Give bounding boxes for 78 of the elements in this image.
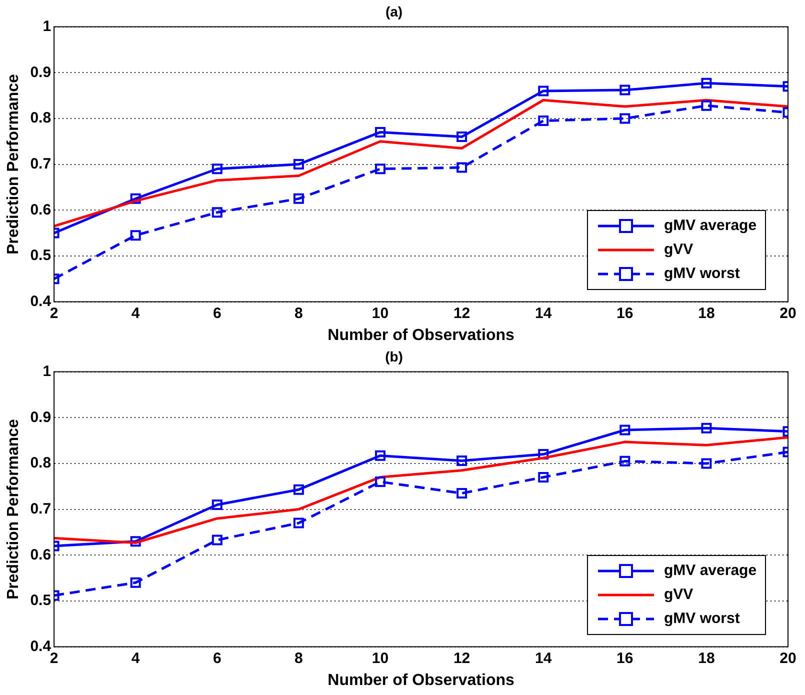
x-tick-label: 12 <box>453 650 470 667</box>
point <box>293 484 304 495</box>
point <box>701 100 712 111</box>
x-tick-label: 2 <box>50 304 58 322</box>
legend-label: gVV <box>664 586 694 604</box>
y-tick-label: 0.5 <box>30 247 52 264</box>
point <box>212 499 222 510</box>
x-tick-label: 18 <box>698 650 715 667</box>
x-tick-label: 18 <box>698 304 715 322</box>
point <box>375 126 386 138</box>
point <box>375 164 386 174</box>
point <box>701 78 712 88</box>
x-axis-title: Number of Observations <box>328 672 514 689</box>
point <box>130 193 141 204</box>
x-tick-label: 20 <box>780 304 796 322</box>
x-axis-title: Number of Observations <box>328 326 514 344</box>
point <box>293 518 304 528</box>
x-tick-label: 6 <box>212 650 222 667</box>
point <box>293 159 304 170</box>
chart-title: (a) <box>385 3 403 20</box>
y-tick-label: 1 <box>42 18 52 35</box>
x-tick-label: 8 <box>294 650 303 667</box>
point <box>620 456 630 466</box>
point <box>538 449 549 460</box>
point <box>130 536 141 547</box>
y-axis-title: Prediction Performance <box>5 74 22 255</box>
y-tick-label: 0.4 <box>30 292 52 310</box>
x-tick-label: 2 <box>50 650 58 667</box>
y-tick-label: 0.7 <box>30 500 52 518</box>
point <box>212 207 222 218</box>
y-tick-label: 0.9 <box>30 64 52 81</box>
point <box>456 132 468 142</box>
y-tick-label: 0.8 <box>30 454 52 472</box>
y-tick-label: 0.8 <box>30 110 52 127</box>
point <box>538 472 549 482</box>
point <box>212 534 222 546</box>
x-tick-label: 20 <box>780 650 796 667</box>
y-tick-label: 0.6 <box>30 546 52 564</box>
point <box>375 450 386 461</box>
x-tick-label: 10 <box>372 650 389 667</box>
y-tick-label: 0.6 <box>30 201 52 218</box>
x-tick-label: 4 <box>131 304 140 322</box>
x-tick-label: 4 <box>131 650 140 667</box>
legend-label: gVV <box>664 241 694 258</box>
x-tick-label: 16 <box>616 304 634 322</box>
y-tick-label: 1 <box>42 362 52 380</box>
x-tick-label: 10 <box>372 304 389 322</box>
y-tick-label: 0.4 <box>30 638 52 655</box>
point <box>130 577 141 588</box>
x-tick-label: 16 <box>616 650 634 667</box>
point <box>538 116 549 126</box>
y-tick-label: 0.7 <box>30 155 52 172</box>
point <box>212 164 222 174</box>
point <box>293 193 304 204</box>
legend-label: gMV worst <box>664 610 740 628</box>
legend-label: gMV worst <box>664 265 740 282</box>
x-tick-label: 8 <box>294 304 303 322</box>
point <box>620 113 630 124</box>
x-tick-label: 6 <box>212 304 222 322</box>
legend-label: gMV average <box>664 562 757 580</box>
point <box>701 458 712 469</box>
point <box>701 422 712 434</box>
point <box>130 230 141 241</box>
chart-title: (b) <box>385 348 403 364</box>
point <box>538 86 549 96</box>
y-tick-label: 0.9 <box>30 408 52 426</box>
x-tick-label: 14 <box>535 650 552 667</box>
point <box>456 162 468 173</box>
y-axis-title: Prediction Performance <box>5 418 22 600</box>
point <box>620 424 630 436</box>
y-tick-label: 0.5 <box>30 592 52 610</box>
point <box>375 476 386 488</box>
point <box>456 455 468 466</box>
x-tick-label: 14 <box>535 304 552 322</box>
x-tick-label: 12 <box>453 304 470 322</box>
point <box>620 84 630 96</box>
legend-label: gMV average <box>664 217 757 234</box>
point <box>456 488 468 498</box>
